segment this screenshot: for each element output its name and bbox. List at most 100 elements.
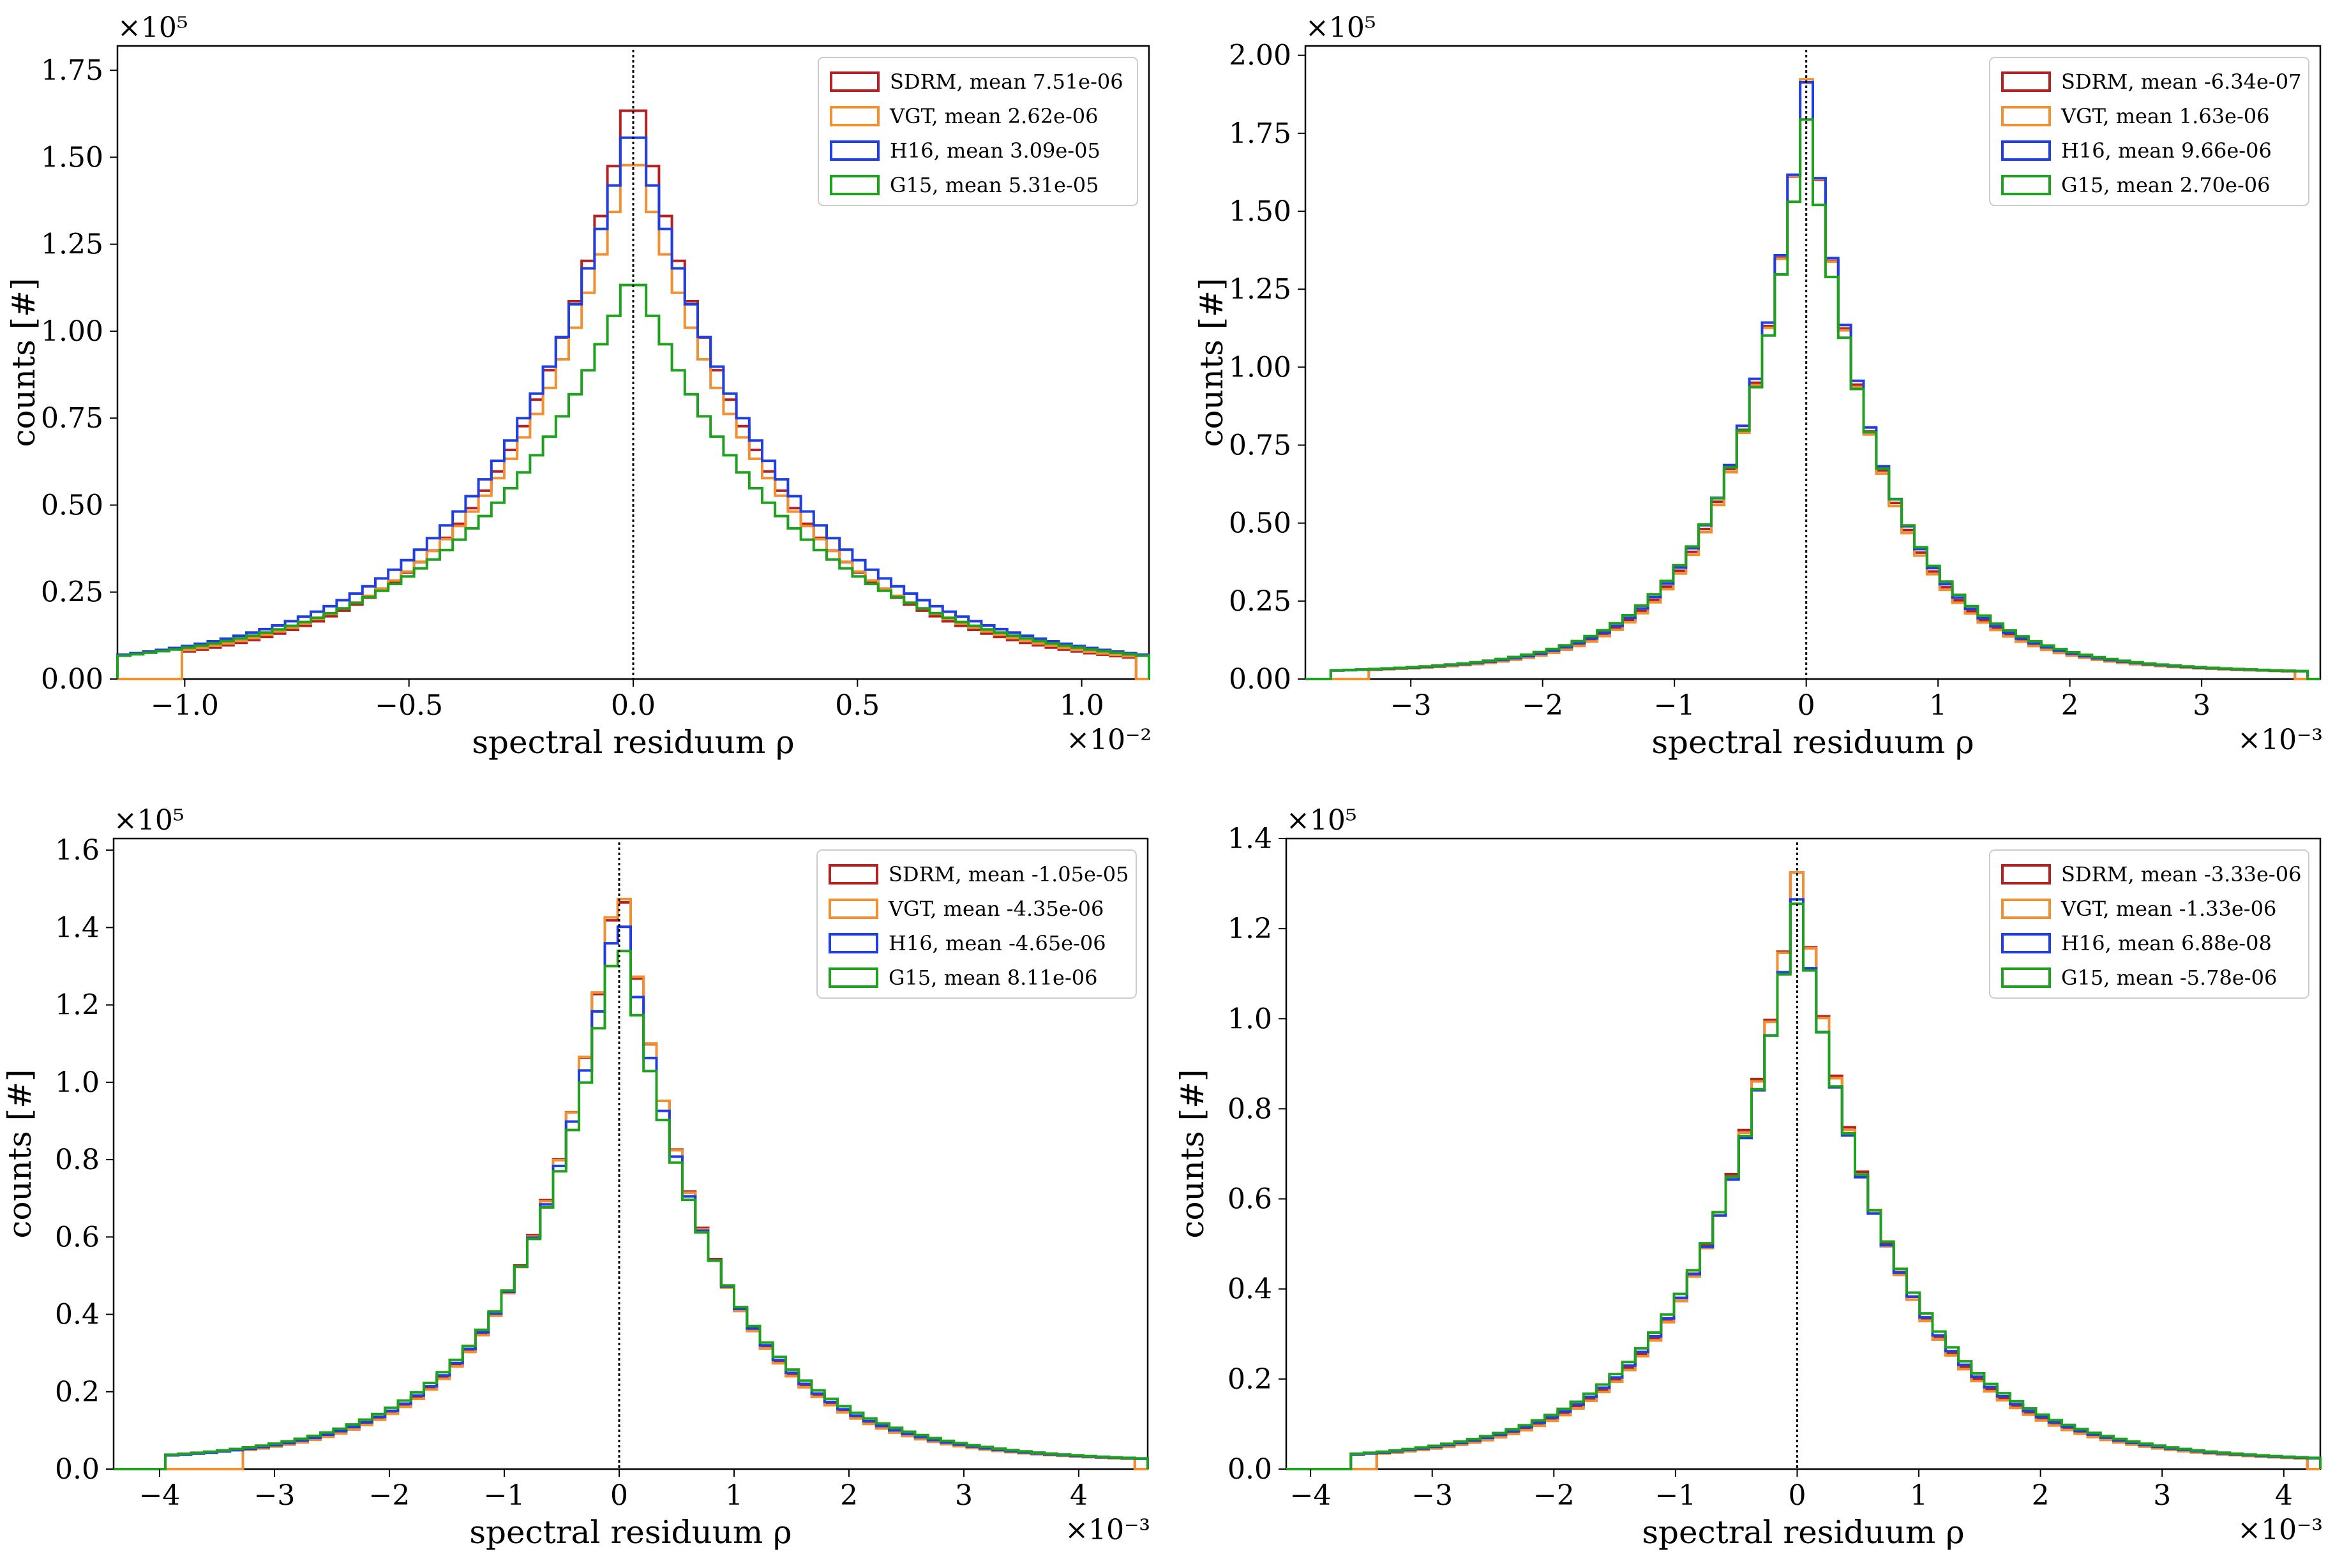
y-tick-label: 1.25 <box>1229 273 1291 306</box>
y-multiplier: ×10⁵ <box>1305 11 1376 44</box>
y-tick-label: 0.00 <box>1229 663 1291 696</box>
legend-entry: G15, mean 2.70e-06 <box>2061 173 2270 197</box>
legend-entry: H16, mean -4.65e-06 <box>889 931 1106 955</box>
legend-swatch <box>829 933 878 953</box>
legend-swatch <box>2001 899 2051 919</box>
y-tick-label: 1.2 <box>1227 913 1272 945</box>
legend-swatch <box>829 967 878 988</box>
legend-box <box>1989 57 2309 206</box>
x-axis-label: spectral residuum ρ <box>472 724 794 761</box>
panel-bottom-right: −4 −3 −2 −1 0 1 2 3 4 0.0 0.2 0.4 0.6 0.8 1.0 1.2 1.4 spe… <box>1174 804 2323 1551</box>
x-tick-label: 2 <box>2032 1479 2050 1512</box>
plot-frame <box>112 837 1149 1470</box>
y-tick-label: 1.2 <box>55 989 100 1022</box>
legend-entry: VGT, mean 1.63e-06 <box>2061 104 2270 128</box>
x-tick-label: 0.5 <box>835 689 880 722</box>
x-axis-label: spectral residuum ρ <box>469 1514 792 1551</box>
legend-entry: SDRM, mean -1.05e-05 <box>889 862 1129 886</box>
y-axis-label: counts [#] <box>1 1069 38 1238</box>
panel-top-left: −1.0 −0.5 0.0 0.5 1.0 0.00 0.25 0.50 0.75 1.00 1.2… <box>5 11 1152 761</box>
legend: SDRM, mean -6.34e-07 VGT, mean 1.63e-06 H1… <box>1989 57 2309 206</box>
y-multiplier: ×10⁵ <box>114 804 184 837</box>
legend-swatch <box>829 899 878 919</box>
y-tick-label: 1.6 <box>55 834 100 867</box>
y-axis-label: counts [#] <box>1193 278 1230 447</box>
y-tick-label: 0.0 <box>55 1453 100 1486</box>
y-tick-label: 0.25 <box>41 576 103 609</box>
y-tick-label: 2.00 <box>1229 40 1291 72</box>
legend-swatch <box>2001 140 2051 161</box>
y-tick-label: 0.00 <box>41 663 103 696</box>
x-tick-label: −4 <box>139 1479 181 1512</box>
y-tick-label: 0.6 <box>55 1221 100 1253</box>
legend-entry: SDRM, mean -6.34e-07 <box>2061 70 2301 94</box>
y-tick-label: 0.2 <box>55 1376 100 1408</box>
x-tick-label: −1 <box>1655 1479 1696 1512</box>
x-tick-label: −2 <box>1533 1479 1575 1512</box>
x-tick-label: 4 <box>1070 1479 1088 1512</box>
x-tick-label: −3 <box>1411 1479 1453 1512</box>
x-tick-label: −4 <box>1290 1479 1332 1512</box>
y-tick-label: 0.25 <box>1229 585 1291 618</box>
y-tick-label: 0.50 <box>41 489 103 521</box>
x-tick-label: −2 <box>1522 689 1563 722</box>
y-tick-label: 0.8 <box>55 1144 100 1176</box>
legend-entry: VGT, mean 2.62e-06 <box>889 104 1099 128</box>
hist-series-3 <box>116 283 1150 679</box>
x-tick-label: 1 <box>725 1479 743 1512</box>
x-tick-label: 3 <box>2193 689 2211 722</box>
legend-entry: G15, mean 8.11e-06 <box>889 966 1097 990</box>
y-tick-label: 1.25 <box>41 228 103 261</box>
y-tick-label: 0.4 <box>1227 1273 1272 1306</box>
legend-entry: VGT, mean -4.35e-06 <box>888 897 1104 921</box>
x-axis-label: spectral residuum ρ <box>1651 724 1974 761</box>
x-tick-label: 0 <box>1788 1479 1806 1512</box>
x-tick-label: 1.0 <box>1060 689 1104 722</box>
y-tick-label: 0.6 <box>1227 1183 1272 1216</box>
x-axis-label: spectral residuum ρ <box>1642 1514 1964 1551</box>
hist-series-3 <box>114 950 1149 1470</box>
x-tick-label: −1.0 <box>151 689 219 722</box>
y-tick-label: 1.75 <box>1229 117 1291 150</box>
x-multiplier: ×10⁻³ <box>2237 724 2323 756</box>
x-tick-label: 0 <box>1798 689 1815 722</box>
x-tick-label: 4 <box>2275 1479 2293 1512</box>
x-multiplier: ×10⁻³ <box>2237 1514 2323 1546</box>
legend-box <box>1989 849 2309 999</box>
x-tick-label: 3 <box>2153 1479 2171 1512</box>
legend-swatch <box>2001 967 2051 988</box>
legend-entry: H16, mean 9.66e-06 <box>2061 138 2272 163</box>
y-tick-label: 1.00 <box>41 315 103 348</box>
panel-top-right: −3 −2 −1 0 1 2 3 0.00 0.25 0.50 0.75 1.00 1.25 1.50 1.… <box>1193 11 2323 761</box>
legend-swatch <box>830 71 880 92</box>
legend-entry: VGT, mean -1.33e-06 <box>2061 897 2276 921</box>
legend-swatch <box>830 175 880 195</box>
x-multiplier: ×10⁻² <box>1066 724 1152 756</box>
legend-swatch <box>2001 106 2051 126</box>
y-tick-label: 1.0 <box>55 1066 100 1099</box>
hist-series-3 <box>1305 118 2320 680</box>
legend-swatch <box>2001 175 2051 195</box>
legend-entry: G15, mean 5.31e-05 <box>890 173 1099 197</box>
y-tick-label: 1.75 <box>41 54 103 87</box>
y-tick-label: 0.2 <box>1227 1363 1272 1396</box>
x-tick-label: 2 <box>840 1479 858 1512</box>
x-tick-label: −3 <box>1390 689 1432 722</box>
hist-series-3 <box>1286 902 2322 1470</box>
y-axis-label: counts [#] <box>1174 1069 1211 1238</box>
x-tick-label: −2 <box>369 1479 410 1512</box>
x-tick-label: −0.5 <box>375 689 443 722</box>
x-tick-label: 2 <box>2061 689 2079 722</box>
y-axis-label: counts [#] <box>5 278 42 447</box>
legend-swatch <box>830 140 880 161</box>
x-tick-label: −3 <box>254 1479 296 1512</box>
legend-entry: SDRM, mean -3.33e-06 <box>2061 862 2301 886</box>
y-tick-label: 1.4 <box>55 911 100 944</box>
legend-box <box>818 57 1138 206</box>
y-tick-label: 1.00 <box>1229 351 1291 384</box>
legend-entry: G15, mean -5.78e-06 <box>2061 966 2277 990</box>
legend-swatch <box>2001 864 2051 885</box>
x-tick-label: −1 <box>1654 689 1695 722</box>
x-multiplier: ×10⁻³ <box>1065 1514 1150 1546</box>
